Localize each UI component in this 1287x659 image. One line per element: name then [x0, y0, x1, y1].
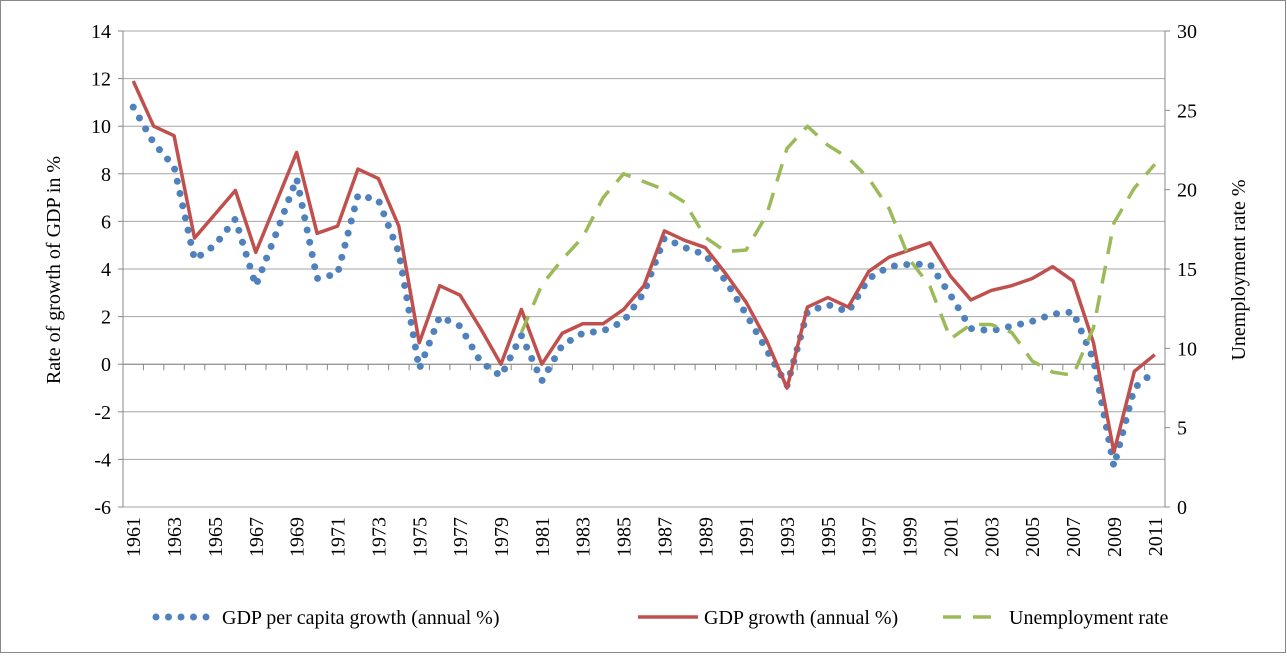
y2-tick-label: 25	[1177, 100, 1197, 122]
x-tick-label: 1991	[736, 517, 758, 557]
y-tick-label: 14	[91, 21, 111, 43]
series-line	[519, 124, 1157, 378]
x-tick-label: 1973	[368, 517, 390, 557]
y-tick-label: 10	[91, 116, 111, 138]
x-tick-label: 1971	[328, 517, 350, 557]
x-tick-label: 1975	[409, 517, 431, 557]
y-tick-label: 4	[101, 259, 111, 281]
y-tick-label: -4	[94, 449, 111, 471]
x-tick-label: 1983	[573, 517, 595, 557]
y2-axis-title: Unemployment rate %	[1228, 179, 1250, 360]
x-tick-label: 1969	[287, 517, 309, 557]
x-tick-label: 1979	[491, 517, 513, 557]
y-tick-label: 8	[101, 164, 111, 186]
y-tick-label: -2	[94, 402, 111, 424]
x-tick-label: 2009	[1104, 517, 1126, 557]
x-tick-label: 2007	[1063, 517, 1085, 557]
y-tick-label: 12	[91, 69, 111, 91]
legend-label: GDP per capita growth (annual %)	[222, 607, 500, 629]
y2-tick-label: 30	[1177, 21, 1197, 43]
series-line	[129, 103, 1159, 471]
x-tick-label: 2005	[1022, 517, 1044, 557]
x-tick-label: 1999	[900, 517, 922, 557]
y-axis-title: Rate of growth of GDP in %	[43, 156, 65, 384]
x-tick-label: 2001	[940, 517, 962, 557]
x-tick-label: 1985	[614, 517, 636, 557]
y-tick-label: -6	[94, 497, 111, 519]
series-line	[131, 80, 1156, 455]
y2-tick-label: 10	[1177, 338, 1197, 360]
x-tick-label: 1965	[205, 517, 227, 557]
y-tick-label: 2	[101, 307, 111, 329]
legend-label: GDP growth (annual %)	[704, 607, 898, 629]
x-tick-label: 1997	[859, 517, 881, 557]
x-tick-label: 1989	[695, 517, 717, 557]
x-tick-label: 2011	[1145, 517, 1167, 556]
x-tick-label: 1987	[654, 517, 676, 557]
y2-tick-label: 20	[1177, 180, 1197, 202]
x-tick-label: 1981	[532, 517, 554, 557]
x-tick-label: 1963	[164, 517, 186, 557]
x-tick-label: 1993	[777, 517, 799, 557]
x-tick-label: 1977	[450, 517, 472, 557]
y2-tick-label: 0	[1177, 497, 1187, 519]
y-tick-label: 0	[101, 354, 111, 376]
x-tick-label: 1967	[246, 517, 268, 557]
y2-tick-label: 15	[1177, 259, 1197, 281]
x-tick-label: 2003	[981, 517, 1003, 557]
y-tick-label: 6	[101, 211, 111, 233]
x-tick-label: 1961	[123, 517, 145, 557]
y2-tick-label: 5	[1177, 418, 1187, 440]
x-tick-label: 1995	[818, 517, 840, 557]
legend-label: Unemployment rate	[1009, 607, 1169, 629]
